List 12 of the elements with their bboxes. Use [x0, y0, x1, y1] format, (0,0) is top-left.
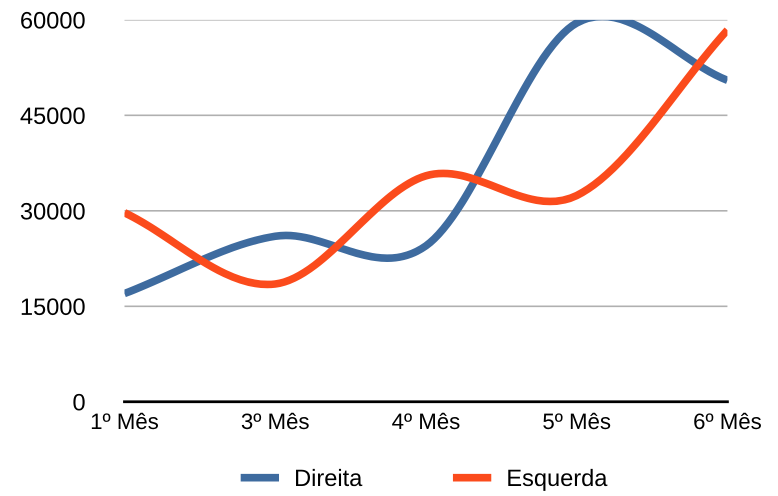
x-tick-label: 1º Mês: [92, 412, 158, 430]
y-tick-label: 30000: [20, 202, 85, 220]
y-tick-label: 0: [73, 394, 85, 411]
x-tick-label: 5º Mês: [543, 412, 610, 430]
legend-label: Direita: [296, 468, 362, 486]
y-tick-label: 15000: [22, 298, 85, 316]
y-tick-label: 45000: [20, 107, 85, 124]
x-tick-label: 3º Mês: [242, 412, 309, 430]
legend-label: Esquerda: [508, 468, 608, 491]
x-tick-label: 4º Mês: [392, 412, 460, 430]
y-tick-label: 60000: [21, 12, 85, 29]
x-tick-label: 6º Mês: [694, 412, 761, 430]
